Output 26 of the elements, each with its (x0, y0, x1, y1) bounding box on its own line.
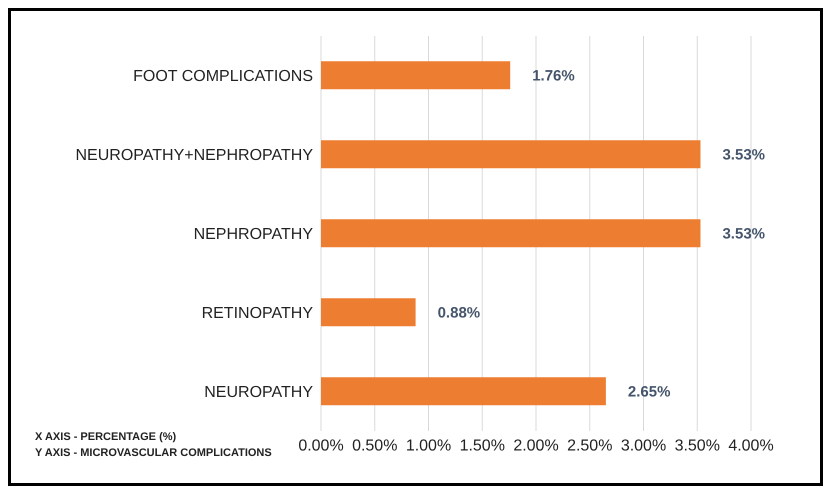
bar (321, 219, 700, 248)
y-tick-label: NEUROPATHY (204, 384, 314, 402)
y-tick-label: NEUROPATHY+NEPHROPATHY (75, 147, 314, 164)
x-tick-label: 0.00% (298, 437, 344, 454)
bar (321, 377, 606, 406)
data-label: 2.65% (628, 384, 670, 401)
text: X AXIS - PERCENTAGE (%) (35, 430, 178, 445)
data-label: 1.76% (532, 68, 575, 85)
x-tick-label: 2.50% (567, 437, 612, 454)
x-tick-label: 2.00% (513, 437, 559, 454)
x-tick-label: 1.50% (460, 437, 505, 454)
x-tick-label: 3.00% (620, 437, 666, 454)
bar (321, 140, 700, 168)
data-label: 3.53% (722, 146, 766, 164)
y-tick-label: FOOT COMPLICATIONS (133, 68, 313, 86)
bar (321, 61, 510, 90)
y-tick-label: RETINOPATHY (202, 305, 314, 322)
bar (321, 298, 416, 326)
data-label: 0.88% (438, 304, 480, 322)
x-tick-label: 4.00% (728, 437, 774, 454)
y-tick-label: NEPHROPATHY (194, 226, 314, 244)
x-tick-label: 1.00% (406, 437, 452, 454)
data-label: 3.53% (722, 226, 766, 243)
text: Y AXIS - MICROVASCULAR COMPLICATIONS (35, 446, 272, 461)
x-tick-label: 3.50% (674, 437, 720, 454)
x-tick-label: 0.50% (352, 437, 398, 454)
